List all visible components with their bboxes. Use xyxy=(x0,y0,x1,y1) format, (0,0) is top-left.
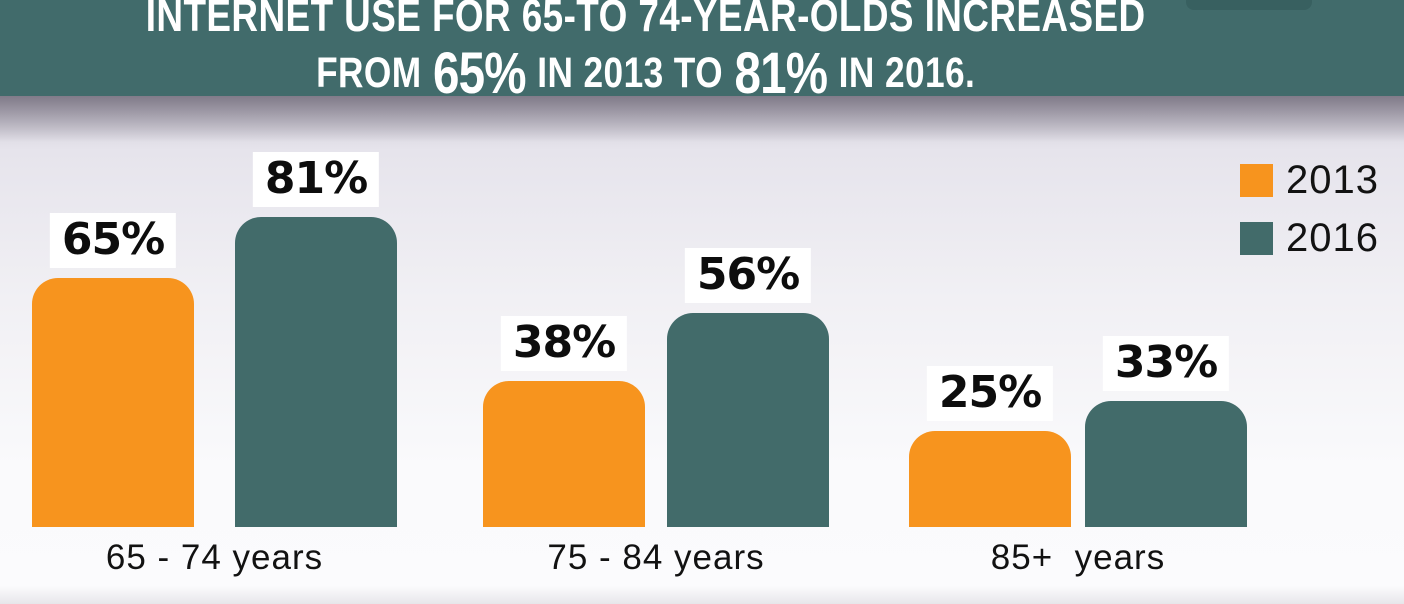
bar-2016-75-84-years xyxy=(667,313,829,527)
value-label-2013-65-74-years: 65% xyxy=(49,213,177,268)
legend-item-2016: 2016 xyxy=(1240,216,1379,261)
legend-swatch-2013 xyxy=(1240,164,1273,197)
page-title: INTERNET USE FOR 65-TO 74-YEAR-OLDS INCR… xyxy=(146,0,1146,103)
legend-label-2016: 2016 xyxy=(1286,216,1379,260)
title-line2-mid: IN 2013 TO xyxy=(537,49,724,97)
bar-2013-65-74-years xyxy=(32,278,194,527)
header-band: INTERNET USE FOR 65-TO 74-YEAR-OLDS INCR… xyxy=(0,0,1404,103)
title-line2-num1: 65% xyxy=(433,41,527,106)
bar-2013-85-years xyxy=(909,431,1071,527)
title-line2-prefix: FROM xyxy=(316,49,422,97)
value-label-2016-65-74-years: 81% xyxy=(252,152,380,207)
title-line2-num2: 81% xyxy=(734,41,829,106)
value-label-2013-75-84-years: 38% xyxy=(500,316,628,371)
bar-2016-65-74-years xyxy=(235,217,397,527)
category-label-65-74-years: 65 - 74 years xyxy=(105,538,324,577)
legend-swatch-2016 xyxy=(1240,222,1273,255)
title-line-2: FROM 65% IN 2013 TO 81% IN 2016. xyxy=(146,45,1146,103)
value-label-2016-75-84-years: 56% xyxy=(684,248,812,303)
header-corner-tab xyxy=(1186,0,1312,10)
bar-2016-85-years xyxy=(1085,401,1247,527)
value-label-2013-85-years: 25% xyxy=(926,366,1054,421)
value-label-2016-85-years: 33% xyxy=(1102,336,1230,391)
title-line2-suffix: IN 2016. xyxy=(838,49,976,97)
legend-label-2013: 2013 xyxy=(1286,158,1379,202)
category-label-75-84-years: 75 - 84 years xyxy=(547,538,765,577)
title-line-1: INTERNET USE FOR 65-TO 74-YEAR-OLDS INCR… xyxy=(146,0,1146,41)
category-label-85-years: 85+ years xyxy=(990,538,1166,577)
legend-item-2013: 2013 xyxy=(1240,158,1379,203)
bar-2013-75-84-years xyxy=(483,381,645,527)
